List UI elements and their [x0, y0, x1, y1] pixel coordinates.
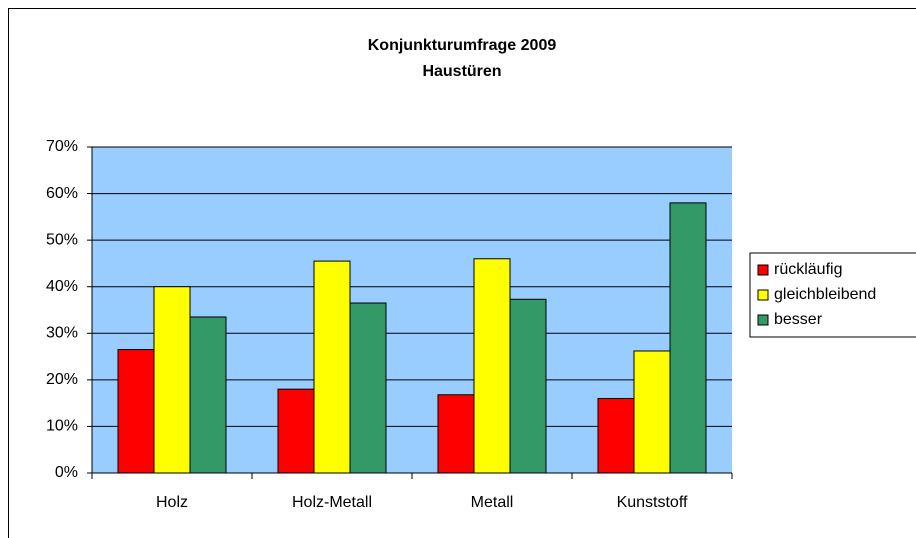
bar — [313, 260, 351, 474]
y-tick-label: 0% — [55, 464, 78, 481]
bar — [509, 298, 547, 474]
bar — [669, 202, 707, 474]
legend-label: besser — [774, 311, 823, 328]
chart-title: Konjunkturumfrage 2009 — [368, 37, 557, 54]
bar — [597, 397, 635, 474]
chart-subtitle: Haustüren — [422, 63, 501, 80]
bar — [437, 394, 475, 474]
bar — [633, 350, 671, 474]
legend-box — [749, 252, 916, 338]
legend-swatch — [757, 264, 769, 276]
legend-swatch — [757, 289, 769, 301]
y-tick-label: 40% — [46, 278, 78, 295]
x-tick-label: Metall — [471, 494, 514, 511]
bar — [189, 316, 227, 474]
y-tick-label: 10% — [46, 418, 78, 435]
bar — [153, 286, 191, 474]
y-tick-label: 70% — [46, 138, 78, 155]
y-tick-label: 60% — [46, 185, 78, 202]
x-tick-label: Kunststoff — [617, 494, 688, 511]
legend-swatch — [757, 314, 769, 326]
x-tick-label: Holz — [156, 494, 188, 511]
legend-label: gleichbleibend — [774, 286, 876, 303]
y-tick-label: 50% — [46, 231, 78, 248]
bar — [349, 302, 387, 474]
y-tick-label: 20% — [46, 371, 78, 388]
y-tick-label: 30% — [46, 325, 78, 342]
bar — [277, 388, 315, 474]
x-tick-label: Holz-Metall — [292, 494, 372, 511]
bar — [117, 349, 155, 474]
legend-label: rückläufig — [774, 261, 842, 278]
bar — [473, 258, 511, 474]
